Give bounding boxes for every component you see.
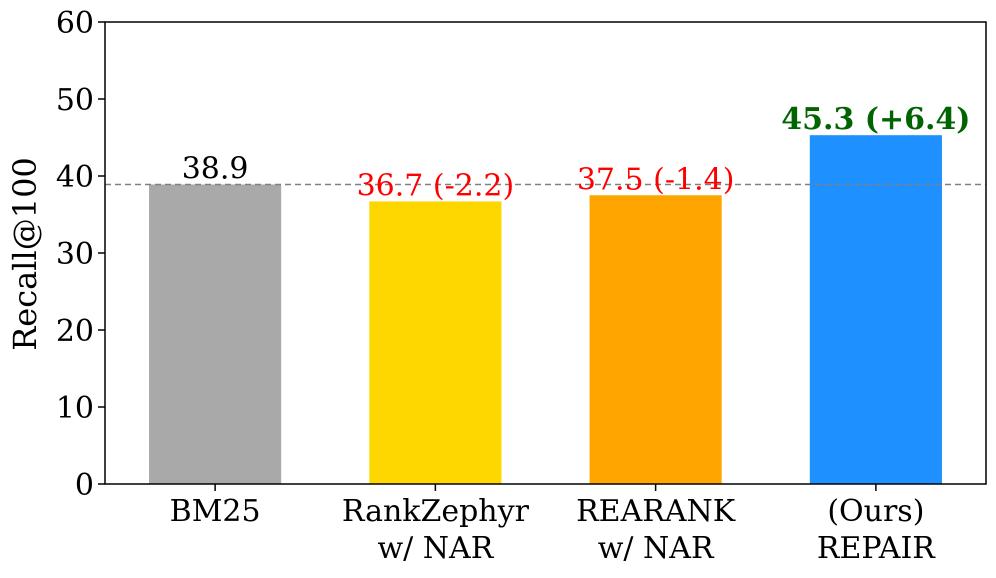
- x-tick-label-0-0: BM25: [170, 494, 261, 529]
- data-label-3: 45.3 (+6.4): [781, 102, 970, 137]
- y-tick-label-40: 40: [56, 160, 94, 195]
- data-label-2: 37.5 (-1.4): [577, 162, 735, 197]
- bar-1: [369, 201, 502, 484]
- y-tick-label-50: 50: [56, 83, 94, 118]
- x-tick-label-1-1: w/ NAR: [377, 531, 494, 566]
- bar-2: [589, 195, 722, 484]
- y-axis-label: Recall@100: [6, 157, 44, 351]
- x-tick-label-1-0: RankZephyr: [342, 494, 530, 529]
- x-tick-label-3-1: REPAIR: [817, 531, 936, 566]
- y-tick-label-0: 0: [75, 468, 94, 503]
- y-tick-label-60: 60: [56, 6, 94, 41]
- y-tick-label-20: 20: [56, 314, 94, 349]
- x-tick-label-2-1: w/ NAR: [598, 531, 715, 566]
- data-label-0: 38.9: [182, 151, 249, 186]
- x-tick-label-2-0: REARANK: [576, 494, 736, 529]
- data-label-1: 36.7 (-2.2): [357, 168, 515, 203]
- bar-0: [149, 184, 282, 484]
- y-tick-label-30: 30: [56, 237, 94, 272]
- bar-3: [809, 135, 942, 484]
- x-tick-label-3-0: (Ours): [827, 494, 924, 529]
- y-tick-label-10: 10: [56, 391, 94, 426]
